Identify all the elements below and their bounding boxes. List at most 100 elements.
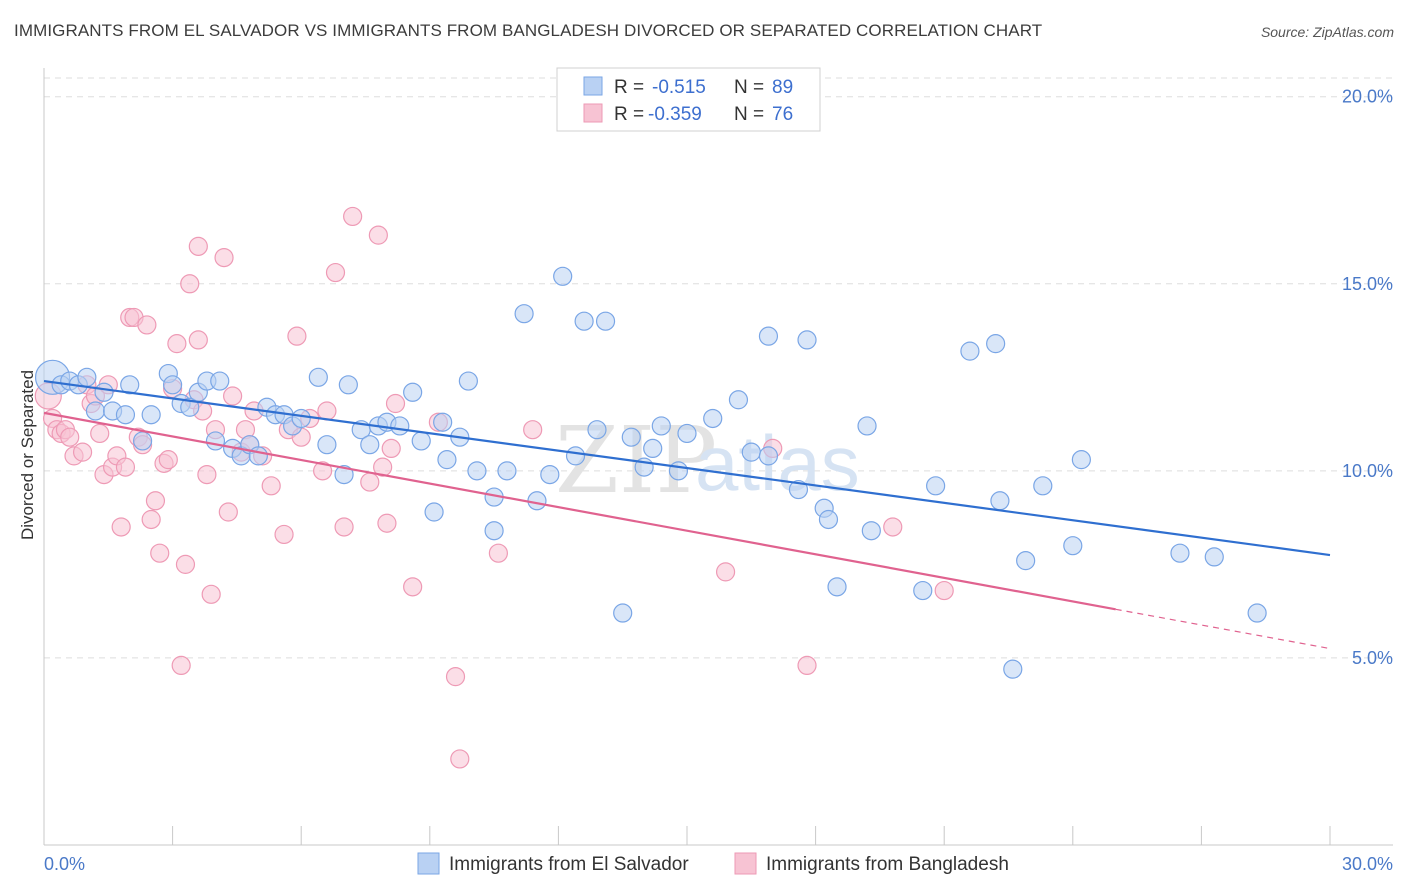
watermark-atlas: atlas	[695, 419, 860, 507]
el-salvador-point	[1003, 659, 1023, 679]
el-salvador-point	[334, 464, 354, 485]
el-salvador-point	[565, 446, 586, 466]
el-salvador-point	[574, 311, 594, 331]
el-salvador-point	[827, 577, 847, 597]
bangladesh-trend-line	[43, 411, 1116, 611]
bangladesh-point	[197, 464, 217, 485]
bangladesh-point	[488, 543, 508, 563]
el-salvador-point	[484, 521, 504, 541]
bangladesh-point	[445, 667, 466, 687]
el-salvador-point	[497, 461, 517, 481]
bangladesh-point	[175, 554, 196, 574]
x-tick-label-max: 30.0%	[1342, 854, 1393, 874]
bangladesh-point	[325, 262, 346, 283]
el-salvador-point	[540, 464, 560, 485]
el-salvador-point	[308, 367, 328, 387]
bottom-legend-label-bangladesh: Immigrants from Bangladesh	[766, 854, 1009, 875]
el-salvador-point	[205, 431, 226, 451]
el-salvador-point	[411, 431, 431, 451]
el-salvador-point	[141, 405, 161, 425]
bangladesh-point	[188, 330, 208, 350]
bangladesh-point	[137, 315, 157, 335]
el-salvador-point	[818, 509, 839, 530]
bangladesh-point	[145, 491, 166, 511]
bangladesh-point	[385, 393, 406, 414]
el-salvador-point	[163, 375, 183, 395]
el-salvador-point	[120, 375, 140, 395]
bangladesh-point	[883, 517, 903, 537]
bangladesh-point	[334, 517, 354, 537]
bangladesh-point	[214, 247, 234, 268]
correlation-legend: R = -0.515 N = 89 R = -0.359 N = 76	[556, 67, 821, 132]
bangladesh-point	[403, 577, 423, 597]
y-tick-label: 15.0%	[1342, 274, 1393, 294]
el-salvador-point	[291, 408, 311, 429]
el-salvador-point	[437, 450, 457, 470]
bangladesh-point	[158, 450, 178, 470]
el-salvador-point	[85, 401, 106, 421]
el-salvador-point	[1204, 547, 1224, 567]
series-el-salvador-points	[34, 266, 1267, 679]
el-salvador-point	[467, 461, 487, 481]
y-tick-label: 10.0%	[1342, 461, 1393, 481]
y-tick-label: 5.0%	[1352, 648, 1393, 668]
bangladesh-point	[180, 274, 200, 294]
el-salvador-point	[403, 382, 423, 402]
legend-r-value-2: -0.359	[648, 104, 702, 125]
bangladesh-point	[167, 334, 187, 354]
bangladesh-point	[343, 206, 363, 227]
bangladesh-trend-extension	[1115, 608, 1331, 650]
bangladesh-point	[223, 386, 243, 406]
y-axis-label: Divorced or Separated	[18, 370, 37, 540]
bangladesh-point	[218, 502, 238, 522]
bottom-legend-swatch-blue	[417, 852, 440, 875]
el-salvador-point	[758, 446, 779, 466]
el-salvador-point	[913, 580, 933, 601]
bangladesh-point	[188, 236, 208, 256]
el-salvador-point	[1071, 450, 1091, 470]
bangladesh-point	[274, 524, 294, 545]
trend-lines	[43, 379, 1331, 650]
el-salvador-point	[527, 491, 547, 511]
el-salvador-point	[857, 416, 877, 436]
bangladesh-point	[287, 326, 307, 346]
el-salvador-point	[458, 371, 478, 391]
el-salvador-point	[668, 461, 689, 481]
el-salvador-point	[77, 367, 97, 387]
bangladesh-point	[150, 543, 170, 563]
el-salvador-point	[1063, 536, 1083, 556]
el-salvador-point	[703, 408, 723, 429]
bangladesh-point	[797, 655, 817, 676]
el-salvador-point	[986, 334, 1006, 354]
bottom-legend-label-el-salvador: Immigrants from El Salvador	[449, 854, 689, 875]
legend-n-label-2: N =	[734, 104, 764, 125]
bangladesh-point	[377, 513, 397, 533]
el-salvador-point	[861, 521, 881, 541]
legend-n-value-2: 76	[772, 104, 793, 125]
bangladesh-point	[115, 457, 136, 477]
bangladesh-point	[60, 427, 80, 447]
bangladesh-point	[261, 476, 281, 496]
el-salvador-point	[514, 304, 534, 324]
el-salvador-point	[1016, 551, 1036, 571]
bangladesh-point	[450, 749, 470, 769]
el-salvador-point	[797, 330, 817, 350]
series-legend: Immigrants from El Salvador Immigrants f…	[417, 852, 1009, 875]
bangladesh-point	[111, 517, 131, 537]
el-salvador-point	[587, 420, 607, 440]
axes	[43, 68, 1393, 846]
bottom-legend-swatch-pink	[734, 852, 757, 875]
el-salvador-point	[180, 397, 200, 417]
el-salvador-point	[1170, 543, 1190, 563]
el-salvador-point	[424, 502, 444, 522]
el-salvador-trend-line	[43, 379, 1331, 557]
chart-title: IMMIGRANTS FROM EL SALVADOR VS IMMIGRANT…	[14, 21, 1043, 40]
el-salvador-point	[132, 431, 153, 451]
bangladesh-point	[715, 562, 736, 582]
bangladesh-point	[373, 457, 393, 477]
el-salvador-point	[643, 438, 663, 459]
el-salvador-point	[210, 371, 230, 391]
el-salvador-point	[390, 416, 410, 436]
el-salvador-point	[788, 479, 809, 500]
